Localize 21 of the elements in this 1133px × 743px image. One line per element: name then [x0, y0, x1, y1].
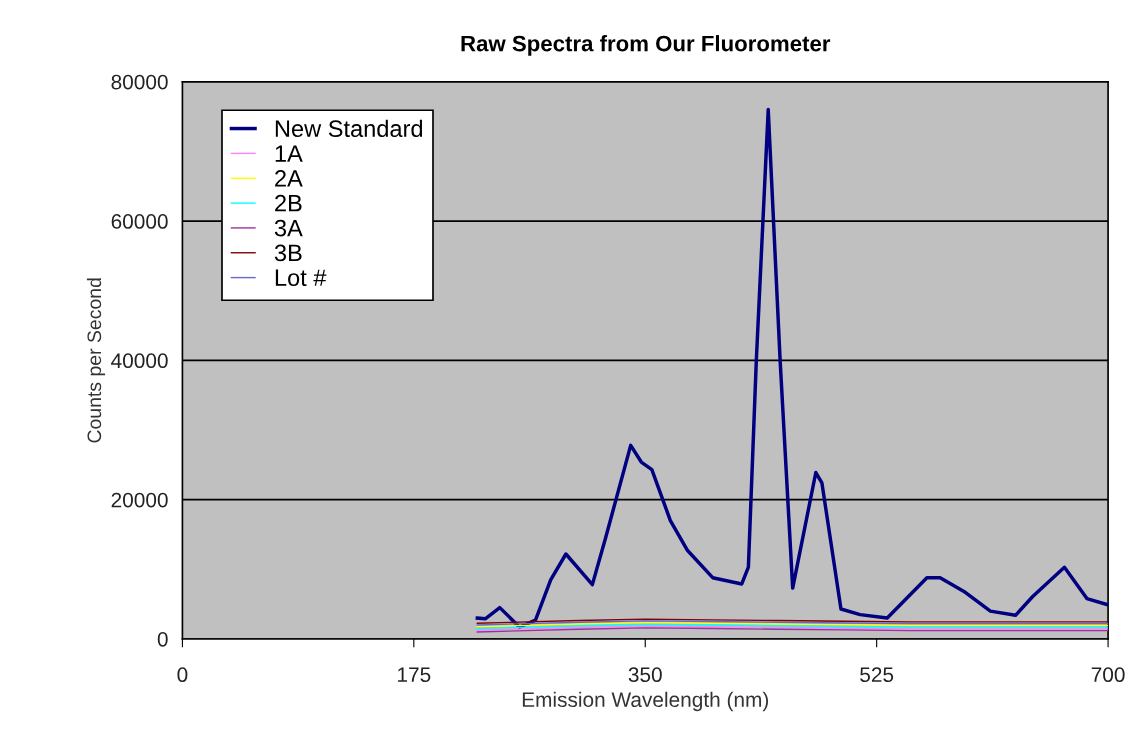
x-axis-title: Emission Wavelength (nm) — [522, 691, 769, 712]
x-tick-label: 350 — [628, 667, 662, 683]
legend-label: 2A — [275, 170, 303, 187]
y-tick-label: 60000 — [111, 214, 168, 229]
x-tick-label: 700 — [1091, 667, 1125, 683]
legend-label: 3A — [274, 219, 303, 237]
y-tick-label: 20000 — [111, 492, 168, 508]
legend-label: 1A — [275, 145, 303, 162]
x-tick-label: 175 — [398, 667, 431, 683]
x-tick-label: 525 — [860, 667, 894, 683]
x-tick-label: 0 — [177, 667, 188, 683]
legend-label: 3B — [274, 244, 302, 262]
y-tick-label: 80000 — [111, 74, 168, 90]
legend-label: 2B — [275, 194, 302, 212]
y-axis-title: Counts per Second — [86, 278, 106, 443]
line-series — [475, 107, 1109, 629]
legend-label: Lot # — [275, 269, 327, 287]
chart-title: Raw Spectra from Our Fluorometer — [461, 35, 831, 56]
legend-label: New Standard — [275, 119, 423, 138]
y-tick-label: 40000 — [111, 353, 168, 369]
y-tick-label: 0 — [157, 631, 168, 647]
